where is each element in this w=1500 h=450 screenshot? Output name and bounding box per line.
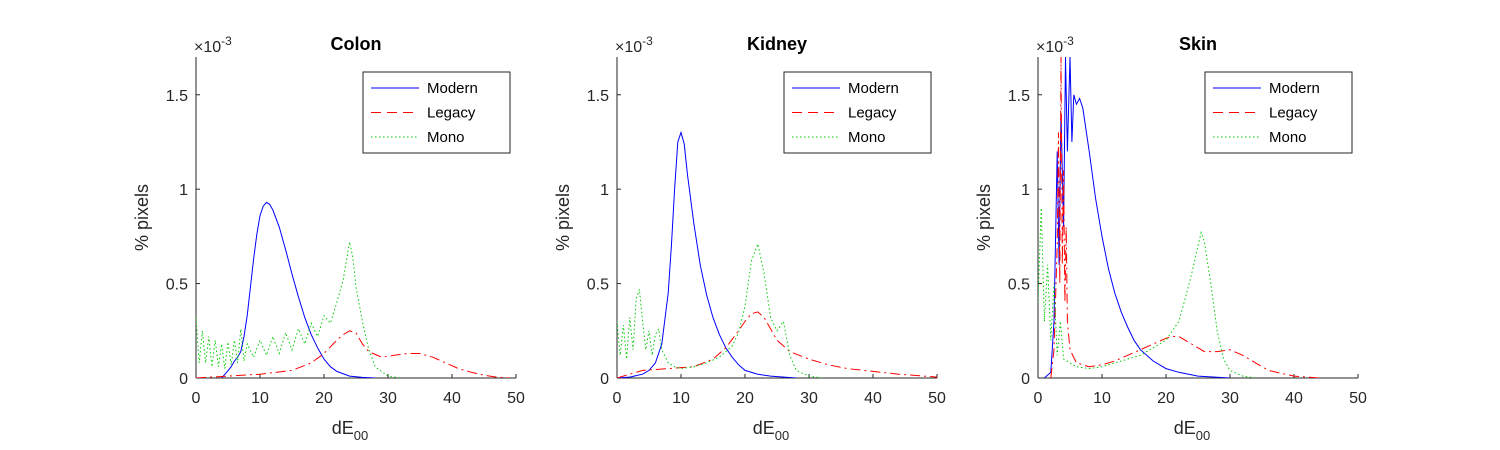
- x-axis-label: dE00: [332, 418, 369, 443]
- y-tick-label: 0.5: [587, 277, 609, 294]
- chart-title: Kidney: [747, 34, 807, 54]
- x-tick-label: 40: [443, 390, 461, 407]
- y-exponent-label: ×10-3: [1036, 34, 1074, 56]
- y-axis-label: % pixels: [132, 184, 152, 251]
- legend-label-modern: Modern: [848, 80, 899, 97]
- y-exponent-power: -3: [642, 34, 653, 48]
- x-tick-label: 10: [1093, 390, 1111, 407]
- x-axis-label: dE00: [753, 418, 790, 443]
- legend-label-mono: Mono: [848, 129, 886, 146]
- y-axis-label: % pixels: [553, 184, 573, 251]
- y-exponent-label: ×10-3: [615, 34, 653, 56]
- chart-panel-2: 0 10 20 30 40 50 0 0.5 1 1.5 ×10-3 Kidney dE00 % pixe…: [553, 34, 946, 443]
- y-exponent-power: -3: [221, 34, 232, 48]
- y-tick-label: 0.5: [1008, 277, 1030, 294]
- legend-label-mono: Mono: [427, 129, 465, 146]
- legend-label-legacy: Legacy: [427, 105, 476, 122]
- x-tick-label: 0: [192, 390, 201, 407]
- x-axis-label-subscript: 00: [354, 428, 368, 443]
- y-tick-label: 0: [1021, 371, 1030, 388]
- series-line-mono: [617, 242, 822, 378]
- series-line-legacy: [196, 330, 510, 378]
- y-exponent-label: ×10-3: [194, 34, 232, 56]
- chart-panel-3: 0 10 20 30 40 50 0 0.5 1 1.5 ×10-3 Skin dE00 % pixels…: [974, 34, 1367, 443]
- chart-panel-1: 0 10 20 30 40 50 0 0.5 1 1.5 ×10-3 Colon dE00 % pixel…: [132, 34, 525, 443]
- x-tick-label: 20: [736, 390, 754, 407]
- x-tick-label: 30: [379, 390, 397, 407]
- x-axis-label-subscript: 00: [1196, 428, 1210, 443]
- legend-label-legacy: Legacy: [1269, 105, 1318, 122]
- x-tick-label: 40: [864, 390, 882, 407]
- series-line-mono: [1038, 208, 1256, 378]
- x-tick-label: 20: [315, 390, 333, 407]
- x-tick-label: 50: [507, 390, 525, 407]
- y-axis-label: % pixels: [974, 184, 994, 251]
- legend: Modern Legacy Mono: [362, 71, 511, 154]
- series-line-modern: [617, 130, 797, 378]
- y-tick-label: 1.5: [1008, 88, 1030, 105]
- series-line-modern: [221, 201, 376, 378]
- legend-label-modern: Modern: [1269, 80, 1320, 97]
- x-tick-label: 0: [613, 390, 622, 407]
- legend-label-legacy: Legacy: [848, 105, 897, 122]
- x-tick-label: 30: [800, 390, 818, 407]
- y-tick-label: 1: [1021, 182, 1030, 199]
- x-tick-label: 30: [1221, 390, 1239, 407]
- y-tick-label: 1.5: [587, 88, 609, 105]
- legend: Modern Legacy Mono: [783, 71, 932, 154]
- series-line-legacy: [617, 311, 937, 378]
- x-axis-label: dE00: [1174, 418, 1211, 443]
- y-tick-label: 0: [179, 371, 188, 388]
- x-tick-label: 20: [1157, 390, 1175, 407]
- series-line-modern: [1044, 57, 1231, 378]
- y-tick-label: 1: [600, 182, 609, 199]
- x-tick-label: 10: [251, 390, 269, 407]
- y-tick-label: 0: [600, 371, 609, 388]
- x-tick-label: 50: [928, 390, 946, 407]
- y-tick-label: 1: [179, 182, 188, 199]
- chart-title: Colon: [331, 34, 382, 54]
- legend: Modern Legacy Mono: [1204, 71, 1353, 154]
- x-tick-label: 50: [1349, 390, 1367, 407]
- x-tick-label: 0: [1034, 390, 1043, 407]
- series-line-mono: [196, 241, 401, 378]
- chart-title: Skin: [1179, 34, 1217, 54]
- x-tick-label: 40: [1285, 390, 1303, 407]
- legend-label-mono: Mono: [1269, 129, 1307, 146]
- x-tick-label: 10: [672, 390, 690, 407]
- y-tick-label: 0.5: [166, 277, 188, 294]
- x-axis-label-subscript: 00: [775, 428, 789, 443]
- y-tick-label: 1.5: [166, 88, 188, 105]
- legend-label-modern: Modern: [427, 80, 478, 97]
- y-exponent-power: -3: [1063, 34, 1074, 48]
- series-line-legacy: [1050, 57, 1320, 378]
